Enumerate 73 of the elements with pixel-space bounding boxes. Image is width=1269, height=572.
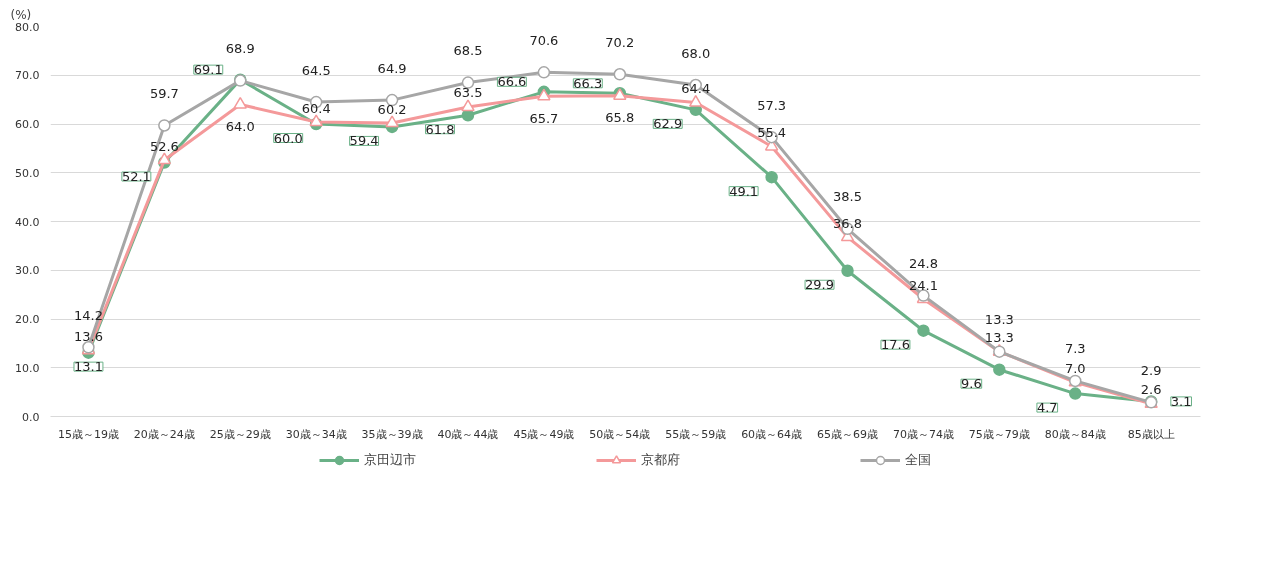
legend-label: 京田辺市 (364, 451, 416, 469)
x-tick-label: 65歳～69歳 (817, 427, 879, 441)
data-label: 64.0 (225, 119, 255, 134)
x-tick-label: 20歳～24歳 (133, 427, 195, 441)
data-label: 61.8 (425, 121, 455, 137)
y-tick-label: 10.0 (15, 361, 40, 375)
data-label: 57.3 (757, 97, 787, 113)
data-label: 17.6 (880, 337, 910, 353)
data-label: 13.1 (73, 359, 103, 375)
data-label: 65.8 (605, 110, 635, 126)
data-label: 63.5 (453, 85, 483, 101)
y-tick-label: 70.0 (15, 69, 40, 83)
data-label: 60.0 (273, 130, 303, 146)
x-tick-label: 25歳～29歳 (209, 427, 271, 441)
data-label: 4.7 (1036, 400, 1058, 416)
data-label: 68.0 (681, 45, 711, 61)
x-tick-label: 85歳以上 (1127, 427, 1175, 441)
data-label: 9.6 (961, 376, 982, 392)
data-label: 55.4 (757, 124, 787, 140)
data-label: 70.6 (529, 32, 559, 48)
data-label: 64.4 (681, 81, 711, 97)
data-label: 24.8 (908, 256, 938, 272)
data-label: 66.6 (497, 74, 527, 90)
data-label: 49.1 (729, 183, 759, 199)
y-tick-label: 80.0 (15, 20, 40, 34)
x-tick-label: 55歳～59歳 (665, 427, 727, 441)
x-tick-label: 75歳～79歳 (968, 427, 1030, 441)
data-label: 24.1 (908, 277, 938, 293)
data-label: 3.1 (1170, 393, 1192, 409)
data-label: 13.3 (984, 312, 1014, 328)
y-tick-label: 0.0 (22, 410, 40, 424)
x-tick-label: 40歳～44歳 (437, 427, 499, 441)
data-label: 52.1 (121, 169, 151, 185)
data-label: 13.6 (73, 328, 103, 344)
data-label: 60.4 (301, 100, 331, 116)
data-label: 52.6 (149, 138, 179, 154)
x-tick-label: 50歳～54歳 (589, 427, 651, 441)
data-label: 64.5 (301, 62, 331, 78)
x-tick-label: 15歳～19歳 (57, 427, 119, 441)
data-label: 65.7 (529, 110, 559, 126)
data-label: 59.7 (149, 85, 179, 101)
x-tick-label: 45歳～49歳 (513, 427, 575, 441)
y-tick-label: 50.0 (15, 166, 40, 180)
data-label: 66.3 (573, 75, 603, 91)
data-label: 38.5 (833, 189, 863, 205)
y-tick-label: 20.0 (15, 313, 40, 326)
y-tick-label: 30.0 (15, 264, 40, 278)
data-label: 14.2 (73, 307, 103, 323)
data-label: 13.3 (984, 330, 1014, 346)
x-tick-label: 35歳～39歳 (361, 427, 423, 441)
data-label: 69.1 (193, 62, 223, 78)
data-label: 2.6 (1140, 382, 1162, 398)
data-label: 60.2 (377, 101, 407, 117)
data-label: 29.9 (805, 277, 835, 293)
data-label: 68.5 (453, 43, 483, 59)
data-label: 70.2 (605, 34, 635, 50)
y-tick-label: 40.0 (15, 215, 40, 229)
x-tick-label: 70歳～74歳 (892, 427, 954, 441)
y-tick-label: 60.0 (15, 118, 40, 131)
data-label: 7.3 (1064, 341, 1086, 357)
x-tick-label: 30歳～34歳 (285, 427, 347, 441)
x-tick-label: 80歳～84歳 (1044, 427, 1106, 441)
x-tick-label: 60歳～64歳 (741, 427, 803, 441)
y-axis-title: (%) (10, 7, 32, 22)
data-label: 2.9 (1140, 362, 1162, 378)
data-label: 7.0 (1064, 360, 1086, 376)
legend-label: 全国 (905, 451, 931, 469)
data-label: 62.9 (653, 116, 683, 132)
legend-label: 京都府 (641, 451, 680, 469)
data-label: 36.8 (833, 215, 863, 231)
data-label: 64.9 (377, 60, 407, 76)
data-label: 59.4 (349, 133, 379, 149)
data-label: 68.9 (225, 41, 255, 57)
